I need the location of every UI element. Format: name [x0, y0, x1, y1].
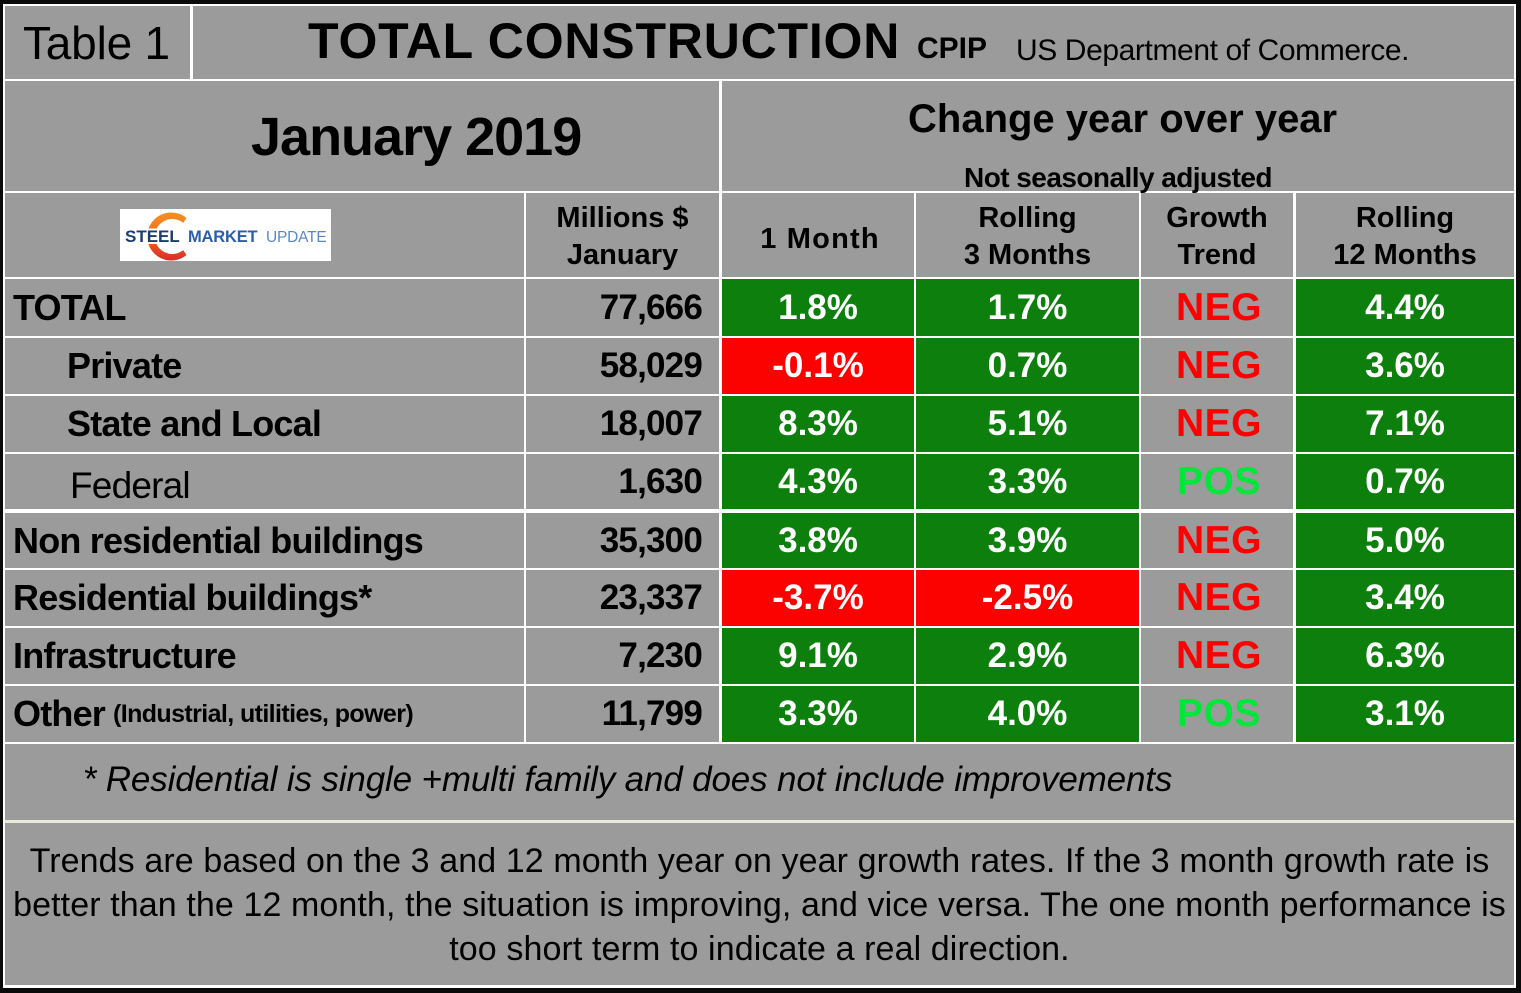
- svg-text:STEEL: STEEL: [125, 227, 180, 246]
- svg-text:STEEL: STEEL: [125, 227, 180, 246]
- svg-text:MARKET: MARKET: [188, 228, 257, 246]
- svg-text:UPDATE: UPDATE: [266, 229, 327, 246]
